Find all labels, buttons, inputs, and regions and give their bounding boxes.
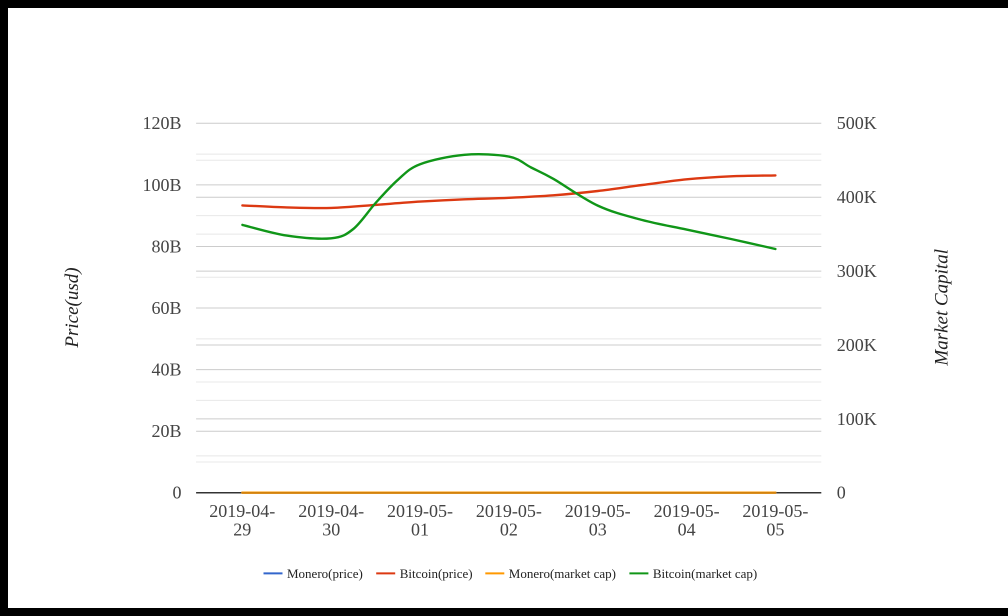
svg-text:120B: 120B (142, 113, 181, 133)
svg-text:Monero(price): Monero(price) (287, 566, 363, 581)
svg-text:100B: 100B (142, 175, 181, 195)
svg-text:2019-04-: 2019-04- (209, 501, 275, 521)
svg-text:300K: 300K (837, 261, 877, 281)
svg-text:200K: 200K (837, 335, 877, 355)
svg-text:2019-05-: 2019-05- (654, 501, 720, 521)
svg-text:03: 03 (589, 520, 607, 540)
svg-text:29: 29 (233, 520, 251, 540)
svg-text:80B: 80B (151, 236, 181, 256)
svg-text:Bitcoin(price): Bitcoin(price) (400, 566, 473, 581)
svg-text:2019-05-: 2019-05- (387, 501, 453, 521)
svg-text:500K: 500K (837, 113, 877, 133)
svg-text:30: 30 (322, 520, 340, 540)
svg-text:100K: 100K (837, 409, 877, 429)
svg-text:40B: 40B (151, 360, 181, 380)
svg-text:Market Capital: Market Capital (931, 249, 952, 367)
svg-text:Price(usd): Price(usd) (62, 267, 83, 348)
svg-text:02: 02 (500, 520, 518, 540)
svg-text:2019-05-: 2019-05- (565, 501, 631, 521)
svg-text:04: 04 (678, 520, 696, 540)
svg-text:05: 05 (766, 520, 784, 540)
svg-text:Monero(market cap): Monero(market cap) (509, 566, 616, 581)
svg-text:2019-05-: 2019-05- (476, 501, 542, 521)
svg-text:Bitcoin(market cap): Bitcoin(market cap) (653, 566, 757, 581)
svg-text:20B: 20B (151, 421, 181, 441)
svg-text:01: 01 (411, 520, 429, 540)
svg-text:60B: 60B (151, 298, 181, 318)
svg-text:0: 0 (837, 483, 846, 503)
svg-text:2019-04-: 2019-04- (298, 501, 364, 521)
svg-text:0: 0 (173, 483, 182, 503)
svg-text:400K: 400K (837, 187, 877, 207)
svg-text:2019-05-: 2019-05- (742, 501, 808, 521)
